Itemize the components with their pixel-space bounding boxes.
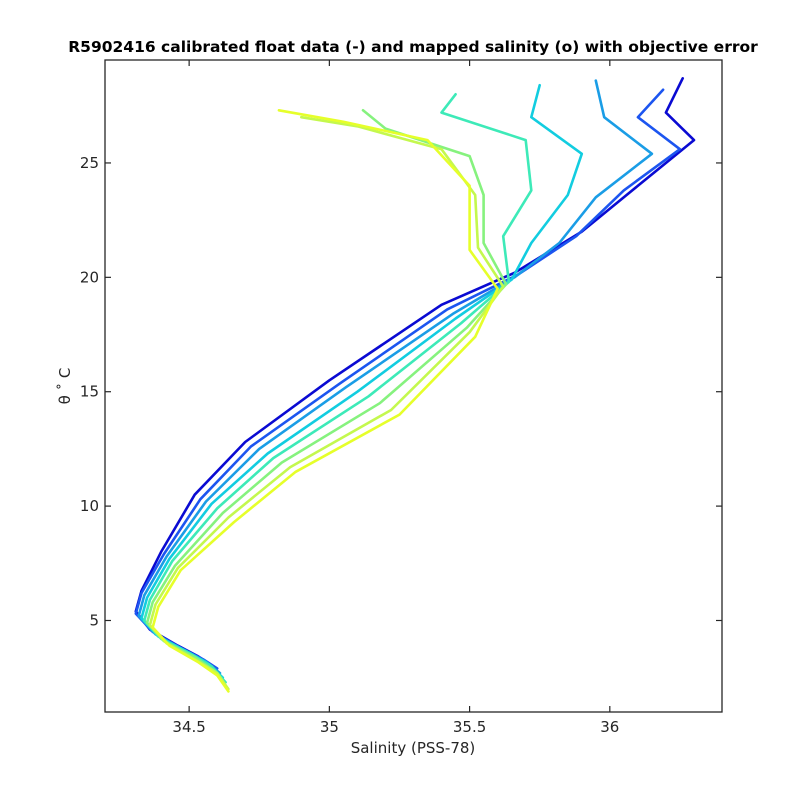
x-tick-label: 34.5: [172, 718, 205, 736]
x-tick-label: 35: [320, 718, 339, 736]
y-tick-label: 25: [80, 154, 99, 172]
profile-line-7: [148, 115, 505, 691]
chart-title: R5902416 calibrated float data (-) and m…: [68, 38, 758, 56]
y-tick-label: 20: [80, 268, 99, 286]
profile-line-4: [140, 83, 584, 680]
axes-box: [104, 59, 723, 713]
profile-line-6: [145, 109, 508, 689]
y-tick-label: 15: [80, 383, 99, 401]
x-tick-label: 36: [600, 718, 619, 736]
y-tick-label: 10: [80, 497, 99, 515]
x-axis-label: Salinity (PSS-78): [351, 739, 476, 757]
profile-line-5: [143, 93, 533, 684]
tick-layer: 34.5 35 35.5 36 5 10 15 20 25: [80, 60, 722, 736]
profile-line-8: [151, 109, 499, 693]
series-layer: [134, 77, 696, 693]
y-tick-label: 5: [89, 611, 99, 629]
y-axis-label: θ ˚ C: [56, 368, 74, 405]
x-tick-label: 35.5: [453, 718, 486, 736]
